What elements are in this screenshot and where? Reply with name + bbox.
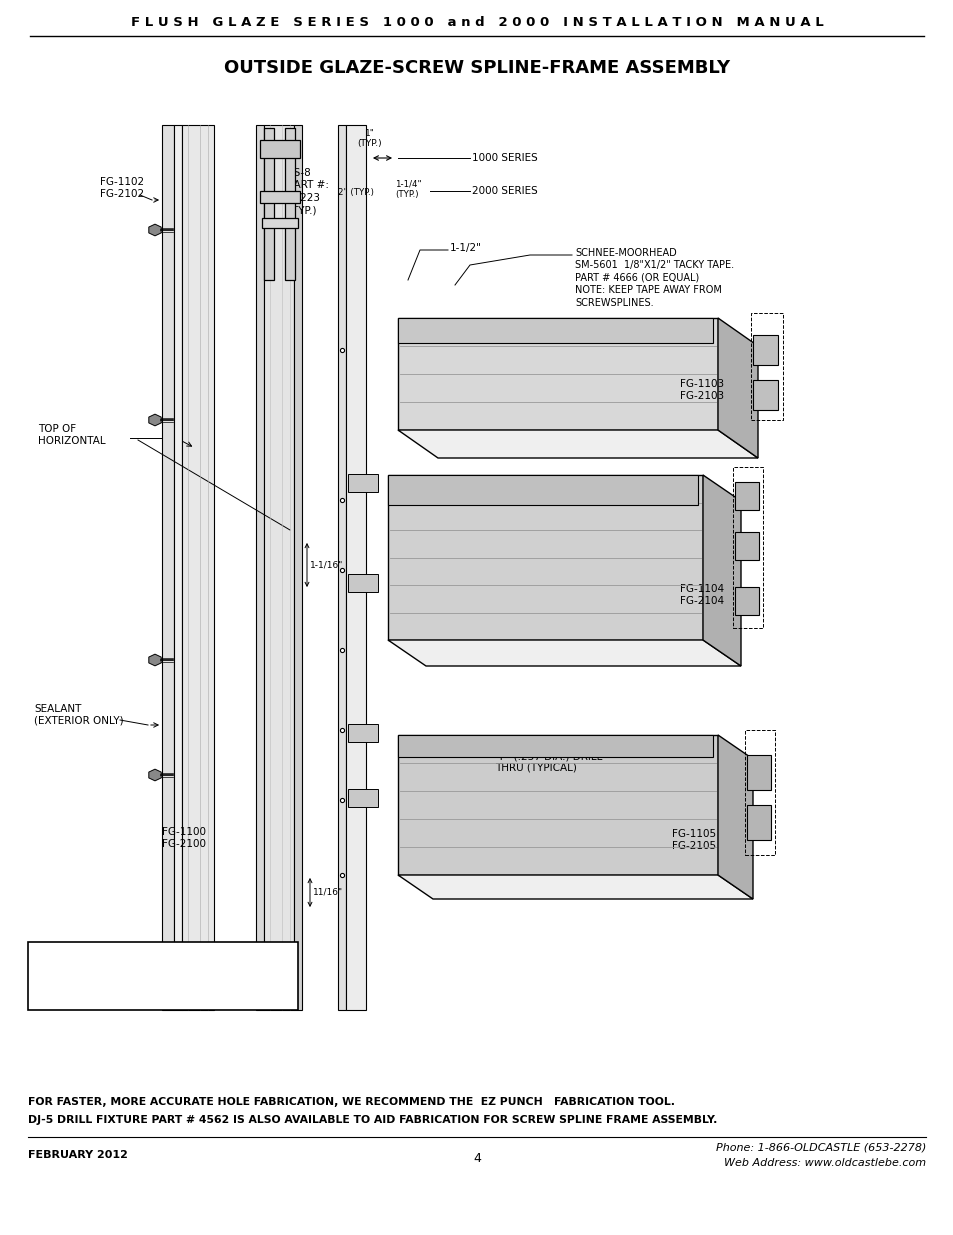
Text: 2" (TYP.): 2" (TYP.) bbox=[337, 189, 374, 198]
Text: 1000 SERIES: 1000 SERIES bbox=[472, 153, 537, 163]
Text: 11/16": 11/16" bbox=[313, 888, 343, 897]
Text: Web Address: www.oldcastlebe.com: Web Address: www.oldcastlebe.com bbox=[723, 1158, 925, 1168]
Text: DJ-5 DRILL FIXTURE PART # 4562 IS ALSO AVAILABLE TO AID FABRICATION FOR SCREW SP: DJ-5 DRILL FIXTURE PART # 4562 IS ALSO A… bbox=[28, 1115, 717, 1125]
Bar bbox=[173, 125, 182, 1010]
Polygon shape bbox=[149, 414, 161, 426]
Text: FS-8
PART #:
10223
(TYP.): FS-8 PART #: 10223 (TYP.) bbox=[288, 168, 329, 215]
Bar bbox=[348, 474, 377, 492]
Text: FG-1103
FG-2103: FG-1103 FG-2103 bbox=[679, 379, 723, 401]
Polygon shape bbox=[702, 475, 740, 666]
Text: "F" (.257 DIA.) DRILL
THRU (TYPICAL): "F" (.257 DIA.) DRILL THRU (TYPICAL) bbox=[495, 751, 601, 773]
Bar bbox=[162, 125, 173, 1010]
Text: Phone: 1-866-OLDCASTLE (653-2278): Phone: 1-866-OLDCASTLE (653-2278) bbox=[715, 1144, 925, 1153]
Polygon shape bbox=[718, 317, 758, 458]
Bar bbox=[397, 735, 718, 876]
Text: 1-1/2": 1-1/2" bbox=[450, 243, 481, 253]
Bar bbox=[746, 805, 770, 840]
Bar bbox=[294, 125, 302, 1010]
Bar bbox=[752, 335, 778, 366]
Text: 4: 4 bbox=[473, 1151, 480, 1165]
Text: FG-1105
FG-2105: FG-1105 FG-2105 bbox=[671, 829, 716, 851]
Bar bbox=[346, 125, 366, 1010]
Bar bbox=[264, 128, 274, 280]
Bar bbox=[182, 125, 213, 1010]
Text: FG-1102
FG-2102: FG-1102 FG-2102 bbox=[100, 177, 144, 199]
Text: 1-1/16": 1-1/16" bbox=[310, 561, 343, 569]
Text: TOP OF
HORIZONTAL: TOP OF HORIZONTAL bbox=[38, 424, 106, 446]
Text: FOR FASTER, MORE ACCURATE HOLE FABRICATION, WE RECOMMEND THE  EZ PUNCH   FABRICA: FOR FASTER, MORE ACCURATE HOLE FABRICATI… bbox=[28, 1097, 675, 1107]
Bar bbox=[348, 574, 377, 592]
Text: FEBRUARY 2012: FEBRUARY 2012 bbox=[28, 1150, 128, 1160]
Bar bbox=[734, 532, 759, 559]
Polygon shape bbox=[149, 655, 161, 666]
Polygon shape bbox=[149, 769, 161, 781]
Bar bbox=[255, 125, 264, 1010]
Polygon shape bbox=[397, 430, 758, 458]
Polygon shape bbox=[149, 224, 161, 236]
Text: 1-1/4"
(TYP.): 1-1/4" (TYP.) bbox=[395, 179, 421, 199]
Text: SCHNEE-MOORHEAD
SM-5601  1/8"X1/2" TACKY TAPE.
PART # 4666 (OR EQUAL)
NOTE: KEEP: SCHNEE-MOORHEAD SM-5601 1/8"X1/2" TACKY … bbox=[575, 248, 734, 308]
Bar bbox=[260, 191, 299, 203]
Bar bbox=[397, 317, 718, 430]
Polygon shape bbox=[397, 876, 752, 899]
Text: NOTE: USE RAZOR KNIFE TO: NOTE: USE RAZOR KNIFE TO bbox=[36, 1002, 201, 1011]
Text: 1"
(TYP.): 1" (TYP.) bbox=[357, 128, 382, 148]
Text: OUTSIDE GLAZE-SCREW SPLINE-FRAME ASSEMBLY: OUTSIDE GLAZE-SCREW SPLINE-FRAME ASSEMBL… bbox=[224, 59, 729, 77]
Text: SEALANT
(EXTERIOR ONLY): SEALANT (EXTERIOR ONLY) bbox=[34, 704, 124, 726]
Text: 2000 SERIES: 2000 SERIES bbox=[472, 186, 537, 196]
Text: DO NOT PULL TAPE TO TRIM.: DO NOT PULL TAPE TO TRIM. bbox=[36, 966, 204, 976]
Bar bbox=[348, 789, 377, 806]
Bar bbox=[752, 380, 778, 410]
Bar bbox=[285, 128, 294, 280]
Bar bbox=[388, 475, 702, 640]
Bar bbox=[388, 475, 698, 505]
Bar bbox=[348, 724, 377, 742]
Polygon shape bbox=[718, 735, 752, 899]
Bar bbox=[734, 482, 759, 510]
Text: F L U S H   G L A Z E   S E R I E S   1 0 0 0   a n d   2 0 0 0   I N S T A L L : F L U S H G L A Z E S E R I E S 1 0 0 0 … bbox=[131, 16, 822, 28]
Bar bbox=[260, 140, 299, 158]
Polygon shape bbox=[388, 640, 740, 666]
Bar bbox=[264, 125, 294, 1010]
Text: FG-1104
FG-2104: FG-1104 FG-2104 bbox=[679, 584, 723, 606]
Bar bbox=[397, 735, 712, 757]
Bar bbox=[28, 942, 297, 1010]
Bar bbox=[337, 125, 346, 1010]
Text: FG-1100
FG-2100: FG-1100 FG-2100 bbox=[162, 827, 206, 848]
Bar bbox=[746, 755, 770, 790]
Bar bbox=[397, 317, 712, 343]
Bar bbox=[262, 219, 297, 228]
Bar bbox=[734, 587, 759, 615]
Text: TRIM EXCESS SEALANT TAPE.: TRIM EXCESS SEALANT TAPE. bbox=[36, 984, 207, 994]
